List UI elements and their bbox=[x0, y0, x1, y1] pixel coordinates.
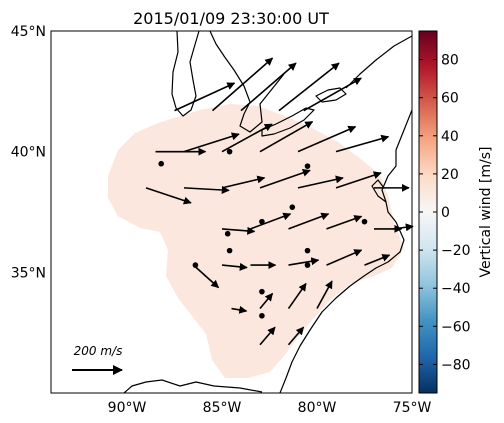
station-marker bbox=[158, 160, 164, 167]
colorbar-tick-label: 60 bbox=[441, 91, 459, 107]
station-marker bbox=[226, 148, 233, 155]
station-marker bbox=[259, 288, 265, 295]
lake-michigan-outline bbox=[171, 31, 200, 117]
wind-vector bbox=[288, 257, 320, 266]
latitude-label: 35°N bbox=[11, 265, 46, 281]
wind-vector bbox=[221, 123, 273, 153]
wind-vector bbox=[364, 254, 391, 266]
longitude-label: 75°W bbox=[393, 400, 432, 416]
station-marker bbox=[304, 163, 311, 169]
wind-vector bbox=[335, 171, 382, 189]
colorbar-tick-label: −80 bbox=[441, 357, 471, 373]
wind-vector bbox=[221, 226, 256, 235]
wind-vector bbox=[250, 212, 292, 230]
map-title: 2015/01/09 23:30:00 UT bbox=[133, 9, 329, 28]
longitude-label: 90°W bbox=[108, 400, 147, 416]
station-marker bbox=[289, 204, 296, 210]
colorbar-tick-label: 20 bbox=[441, 167, 459, 183]
colorbar-tick-label: 80 bbox=[441, 53, 459, 69]
station-marker bbox=[259, 312, 265, 319]
wind-vector bbox=[259, 326, 276, 346]
wind-vector bbox=[211, 57, 274, 112]
wind-vector bbox=[259, 292, 274, 310]
wind-vector bbox=[145, 187, 192, 205]
wind-vector bbox=[297, 125, 357, 153]
latitude-label: 45°N bbox=[11, 24, 46, 40]
longitude-labels: 90°W 85°W 80°W 75°W bbox=[108, 400, 432, 416]
colorbar-tick-label: −40 bbox=[441, 281, 471, 297]
wind-vector bbox=[392, 223, 414, 232]
station-marker bbox=[224, 230, 231, 237]
map-area bbox=[50, 30, 414, 394]
scale-legend-label: 200 m/s bbox=[74, 344, 123, 358]
east-coast-outline bbox=[279, 109, 412, 393]
longitude-label: 80°W bbox=[298, 400, 337, 416]
wind-vector bbox=[297, 175, 344, 189]
latitude-labels: 45°N 40°N 35°N bbox=[11, 24, 46, 281]
station-markers bbox=[158, 148, 368, 319]
station-marker bbox=[192, 262, 199, 268]
wind-vector bbox=[326, 249, 363, 266]
colorbar-tick-label: 40 bbox=[441, 129, 459, 145]
wind-vector bbox=[259, 120, 314, 153]
wind-vectors bbox=[145, 57, 414, 346]
chesapeake-outline bbox=[371, 179, 387, 203]
station-marker bbox=[304, 247, 311, 254]
colorbar-ticks: −80 −60 −40 −20 0 20 40 60 80 bbox=[419, 53, 471, 373]
map-frame bbox=[50, 30, 413, 394]
station-marker bbox=[304, 262, 311, 268]
wind-vector bbox=[303, 77, 362, 112]
wind-vector bbox=[174, 82, 236, 112]
wind-vector bbox=[221, 262, 248, 271]
wind-vector bbox=[183, 185, 230, 194]
wind-vector bbox=[326, 215, 363, 230]
wind-vector bbox=[231, 305, 248, 314]
wind-vector bbox=[192, 264, 220, 289]
vertical-wind-field bbox=[108, 104, 404, 378]
wind-vector bbox=[240, 62, 297, 112]
lake-ontario-outline bbox=[315, 87, 347, 103]
colorbar-tick-label: −60 bbox=[441, 319, 471, 335]
coastline bbox=[123, 31, 412, 393]
colorbar-tick-label: 0 bbox=[441, 205, 450, 221]
wind-vector bbox=[288, 212, 330, 230]
wind-vector bbox=[278, 62, 340, 112]
station-marker bbox=[226, 247, 233, 254]
colorbar-label: Vertical wind [m/s] bbox=[478, 147, 494, 278]
wind-vector bbox=[287, 282, 307, 309]
latitude-label: 40°N bbox=[11, 145, 46, 161]
station-marker bbox=[259, 218, 265, 225]
wind-vector bbox=[316, 280, 333, 309]
gulf-coast-outline bbox=[123, 379, 263, 393]
lake-huron-outline bbox=[209, 31, 285, 133]
wind-vector bbox=[259, 168, 311, 189]
wind-vector bbox=[287, 326, 305, 346]
wind-vector bbox=[335, 134, 390, 153]
station-marker bbox=[361, 218, 368, 225]
colorbar-tick-label: −20 bbox=[441, 243, 471, 259]
wind-vector bbox=[221, 175, 266, 189]
longitude-label: 85°W bbox=[203, 400, 242, 416]
scale-legend: 200 m/s bbox=[72, 344, 123, 375]
wind-vector bbox=[183, 132, 240, 153]
lake-erie-outline bbox=[261, 107, 315, 137]
colorbar: −80 −60 −40 −20 0 20 40 60 80 Vertical wind [m/s… bbox=[418, 30, 494, 394]
